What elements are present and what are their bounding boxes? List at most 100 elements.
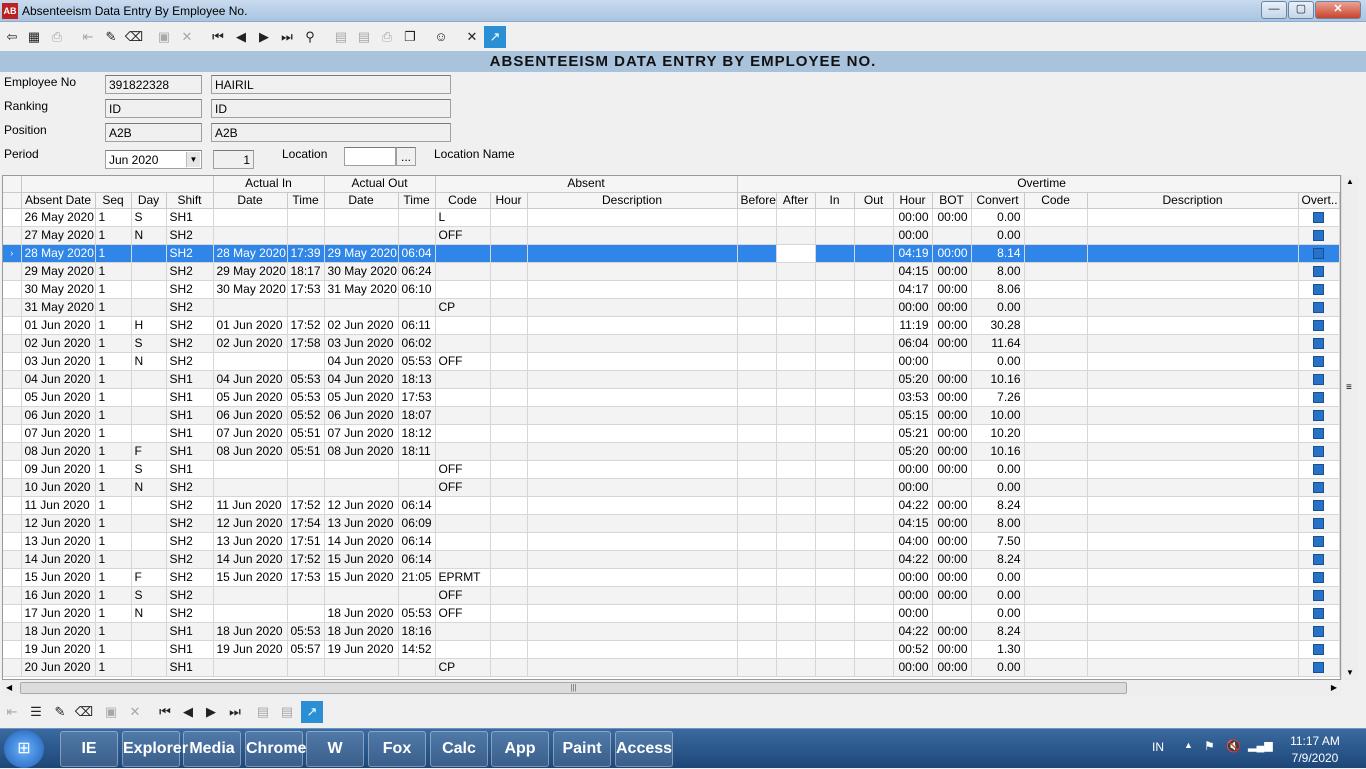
grid-cell[interactable]: 06 Jun 2020 — [324, 406, 399, 425]
grid-cell[interactable] — [854, 658, 894, 677]
grid-cell[interactable]: 10.00 — [971, 406, 1025, 425]
grid-cell[interactable]: 06:11 — [398, 316, 436, 335]
import-icon[interactable]: ⇤ — [6, 704, 18, 719]
grid-cell[interactable] — [815, 622, 855, 641]
doc2-icon[interactable]: ▤ — [280, 704, 294, 719]
close-button[interactable]: ✕ — [1315, 1, 1361, 19]
grid-cell[interactable]: 05 Jun 2020 — [324, 388, 399, 407]
grid-cell[interactable] — [776, 442, 816, 461]
grid-cell[interactable]: 30 May 2020 — [213, 280, 288, 299]
overtime-checkbox-icon[interactable] — [1313, 265, 1325, 277]
grid-cell[interactable]: 04:15 — [893, 514, 933, 533]
overtime-checkbox-cell[interactable] — [1298, 406, 1340, 425]
grid-cell[interactable]: 31 May 2020 — [21, 298, 96, 317]
grid-cell[interactable]: 00:00 — [932, 388, 972, 407]
grid-cell[interactable]: 8.00 — [971, 262, 1025, 281]
grid-cell[interactable] — [854, 262, 894, 281]
grid-cell[interactable] — [490, 658, 528, 677]
grid-cell[interactable] — [527, 388, 738, 407]
grid-cell[interactable]: OFF — [435, 226, 491, 245]
doc2-icon[interactable]: ▤ — [357, 29, 371, 44]
grid-cell[interactable] — [737, 406, 777, 425]
grid-cell[interactable]: 19 Jun 2020 — [213, 640, 288, 659]
grid-cell[interactable]: 29 May 2020 — [324, 244, 399, 263]
grid-cell[interactable]: 00:00 — [932, 424, 972, 443]
grid-cell[interactable] — [815, 280, 855, 299]
grid-cell[interactable]: 17:52 — [287, 316, 325, 335]
grid-cell[interactable] — [131, 388, 167, 407]
flag-icon[interactable]: ⚑ — [1204, 739, 1215, 753]
grid-cell[interactable]: 8.14 — [971, 244, 1025, 263]
grid-cell[interactable]: 0.00 — [971, 604, 1025, 623]
table-row[interactable]: 18 Jun 2020 1 SH1 18 Jun 2020 05:53 18 Jun 20… — [3, 622, 1340, 641]
eraser-icon[interactable]: ⌫ — [124, 29, 144, 44]
grid-cell[interactable]: 00:00 — [932, 550, 972, 569]
grid-cell[interactable] — [1087, 550, 1299, 569]
last-icon[interactable]: ⏭ — [281, 29, 293, 44]
grid-cell[interactable]: 0.00 — [971, 226, 1025, 245]
grid-cell[interactable]: 05:53 — [287, 388, 325, 407]
row-selector[interactable] — [3, 226, 22, 245]
overtime-checkbox-cell[interactable] — [1298, 226, 1340, 245]
grid-cell[interactable] — [854, 496, 894, 515]
grid-cell[interactable]: SH1 — [166, 622, 214, 641]
row-selector[interactable] — [3, 442, 22, 461]
grid-cell[interactable]: SH2 — [166, 334, 214, 353]
grid-cell[interactable] — [815, 226, 855, 245]
grid-cell[interactable]: SH2 — [166, 496, 214, 515]
grid-cell[interactable]: 10.16 — [971, 442, 1025, 461]
grid-cell[interactable]: 1 — [95, 406, 132, 425]
grid-cell[interactable] — [737, 640, 777, 659]
copy-icon[interactable]: ❐ — [404, 29, 416, 44]
grid-cell[interactable]: 05:15 — [893, 406, 933, 425]
column-header[interactable]: Code — [1024, 192, 1088, 209]
grid-cell[interactable]: 8.06 — [971, 280, 1025, 299]
grid-cell[interactable]: 0.00 — [971, 460, 1025, 479]
grid-cell[interactable]: 14 Jun 2020 — [324, 532, 399, 551]
grid-cell[interactable] — [435, 334, 491, 353]
grid-cell[interactable] — [527, 586, 738, 605]
chevron-down-icon[interactable]: ▼ — [186, 152, 200, 167]
row-selector[interactable] — [3, 352, 22, 371]
grid-cell[interactable]: 03 Jun 2020 — [324, 334, 399, 353]
grid-cell[interactable]: 0.00 — [971, 298, 1025, 317]
grid-cell[interactable] — [815, 352, 855, 371]
grid-cell[interactable]: 12 Jun 2020 — [324, 496, 399, 515]
prev-icon[interactable]: ◀ — [183, 704, 193, 719]
grid-cell[interactable] — [287, 586, 325, 605]
grid-cell[interactable]: SH1 — [166, 424, 214, 443]
overtime-checkbox-icon[interactable] — [1313, 283, 1325, 295]
table-row[interactable]: 01 Jun 2020 1 H SH2 01 Jun 2020 17:52 02 Jun 2… — [3, 316, 1340, 335]
grid-cell[interactable] — [1024, 586, 1088, 605]
grid-cell[interactable] — [1087, 532, 1299, 551]
grid-cell[interactable] — [490, 586, 528, 605]
location-lookup-button[interactable]: ... — [396, 147, 416, 166]
grid-cell[interactable] — [527, 370, 738, 389]
grid-cell[interactable]: 1 — [95, 298, 132, 317]
grid-cell[interactable] — [527, 208, 738, 227]
grid-cell[interactable]: 09 Jun 2020 — [21, 460, 96, 479]
grid-cell[interactable] — [527, 244, 738, 263]
grid-cell[interactable] — [854, 424, 894, 443]
overtime-checkbox-icon[interactable] — [1313, 445, 1325, 457]
overtime-checkbox-icon[interactable] — [1313, 355, 1325, 367]
column-header[interactable]: BOT — [932, 192, 972, 209]
grid-cell[interactable] — [776, 406, 816, 425]
grid-cell[interactable] — [737, 568, 777, 587]
grid-cell[interactable] — [815, 460, 855, 479]
save-icon[interactable]: ▣ — [157, 29, 171, 44]
grid-cell[interactable]: 1 — [95, 568, 132, 587]
grid-cell[interactable]: 1 — [95, 370, 132, 389]
table-row[interactable]: 17 Jun 2020 1 N SH2 18 Jun 2020 05:53 OFF 00:00… — [3, 604, 1340, 623]
grid-cell[interactable]: SH2 — [166, 532, 214, 551]
grid-cell[interactable]: 06:04 — [893, 334, 933, 353]
grid-cell[interactable] — [490, 244, 528, 263]
grid-cell[interactable]: SH2 — [166, 568, 214, 587]
grid-cell[interactable]: 1 — [95, 244, 132, 263]
grid-cell[interactable] — [527, 298, 738, 317]
row-selector[interactable] — [3, 622, 22, 641]
grid-cell[interactable] — [737, 352, 777, 371]
grid-cell[interactable] — [131, 496, 167, 515]
table-row[interactable]: 03 Jun 2020 1 N SH2 04 Jun 2020 05:53 OFF 00:00… — [3, 352, 1340, 371]
grid-cell[interactable]: 31 May 2020 — [324, 280, 399, 299]
